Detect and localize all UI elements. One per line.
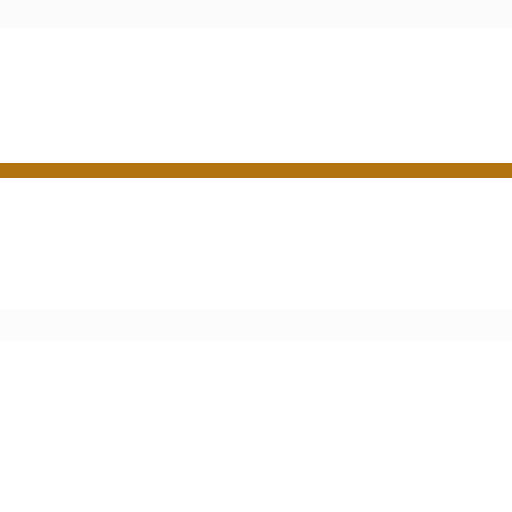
lower-band	[0, 310, 512, 341]
accent-divider	[0, 163, 512, 178]
top-band	[0, 0, 512, 28]
